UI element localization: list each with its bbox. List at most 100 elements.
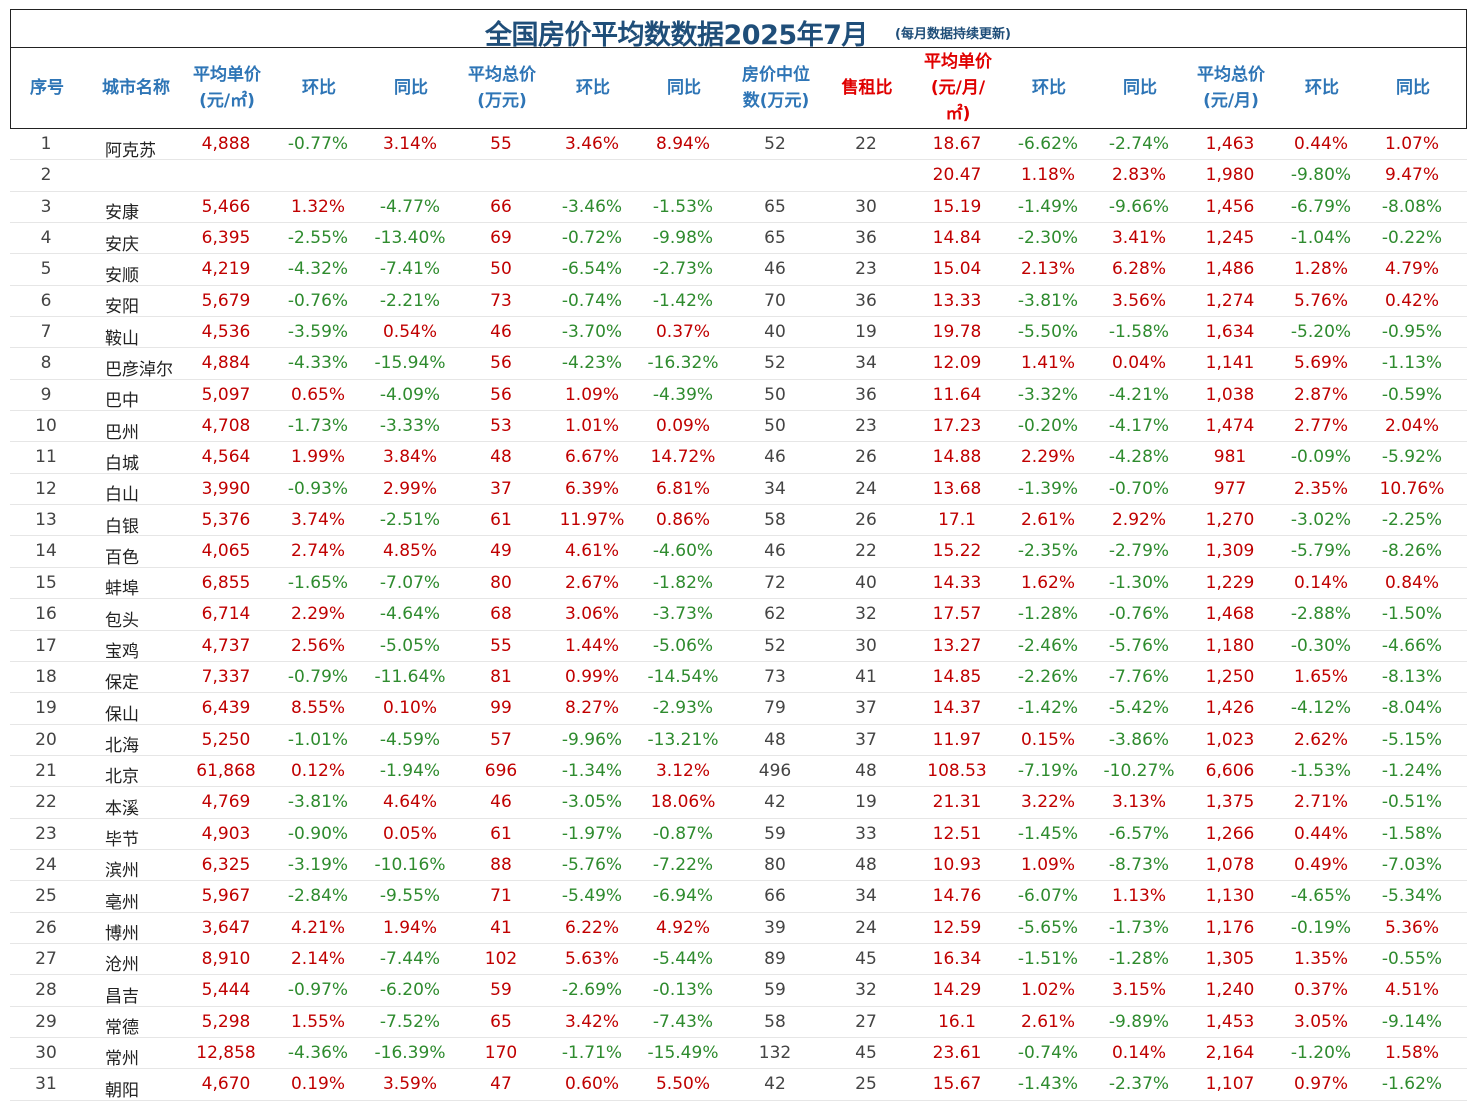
cell-rent-total-yoy: -0.51%	[1381, 792, 1443, 813]
cell-avg-total-price: 69	[490, 228, 512, 249]
cell-rent-total: 1,453	[1205, 1011, 1255, 1032]
cell-total-price-yoy: -2.93%	[652, 698, 714, 719]
cell-median-price: 52	[764, 353, 786, 374]
cell-row-index: 8	[40, 353, 52, 374]
cell-rent-total: 1,426	[1205, 698, 1255, 719]
cell-rent-total-yoy: 0.42%	[1384, 290, 1439, 311]
cell-rent-total-mom: 0.97%	[1293, 1074, 1348, 1095]
cell-unit-price-yoy: 3.84%	[382, 447, 437, 468]
cell-total-price-mom: -3.05%	[561, 792, 623, 813]
cell-row-index: 2	[40, 165, 52, 186]
cell-rent-total-yoy: -4.66%	[1381, 635, 1443, 656]
cell-rent-total: 1,130	[1205, 886, 1255, 907]
cell-rent-unit-mom: -3.32%	[1017, 384, 1079, 405]
cell-avg-unit-price: 6,395	[201, 228, 251, 249]
cell-total-price-mom: -5.49%	[561, 886, 623, 907]
table-row: 17 宝鸡 4,737 2.56% -5.05% 55 1.44% -5.06% 52 30 13.…	[10, 631, 1467, 662]
cell-row-index: 18	[35, 666, 57, 687]
cell-price-rent-ratio: 34	[855, 886, 877, 907]
cell-unit-price-yoy: 0.10%	[382, 698, 437, 719]
cell-rent-unit-mom: 3.22%	[1020, 792, 1075, 813]
cell-price-rent-ratio: 27	[855, 1011, 877, 1032]
cell-unit-price-mom: 1.99%	[290, 447, 345, 468]
cell-avg-unit-price: 4,903	[201, 823, 251, 844]
cell-avg-unit-price: 5,679	[201, 290, 251, 311]
table-row: 5 安顺 4,219 -4.32% -7.41% 50 -6.54% -2.73% 46 23 15…	[10, 254, 1467, 286]
cell-rent-total-mom: -9.80%	[1290, 165, 1352, 186]
cell-rent-total: 1,456	[1205, 196, 1255, 217]
cell-total-price-yoy: -0.87%	[652, 823, 714, 844]
cell-row-index: 10	[35, 416, 57, 437]
header-rent-total-yoy: 同比	[1368, 48, 1458, 127]
cell-total-price-mom: -1.34%	[561, 760, 623, 781]
cell-rent-unit-price: 12.51	[932, 823, 982, 844]
cell-avg-total-price: 53	[490, 416, 512, 437]
cell-total-price-yoy: 6.81%	[655, 478, 710, 499]
cell-total-price-mom: 0.99%	[564, 666, 619, 687]
cell-rent-total-yoy: -7.03%	[1381, 854, 1443, 875]
cell-rent-unit-yoy: 2.92%	[1111, 510, 1166, 531]
cell-rent-unit-yoy: -2.74%	[1108, 134, 1170, 154]
cell-avg-total-price: 65	[490, 1011, 512, 1032]
cell-rent-total: 1,245	[1205, 228, 1255, 249]
cell-city-name: 常州	[105, 1049, 139, 1070]
cell-row-index: 26	[35, 917, 57, 938]
cell-rent-unit-price: 14.29	[932, 980, 982, 1001]
cell-unit-price-mom: -0.79%	[287, 666, 349, 687]
cell-rent-unit-mom: -3.81%	[1017, 290, 1079, 311]
cell-avg-total-price: 88	[490, 854, 512, 875]
cell-price-rent-ratio: 24	[855, 917, 877, 938]
cell-rent-total-mom: -5.20%	[1290, 322, 1352, 343]
cell-rent-unit-yoy: 3.41%	[1111, 228, 1166, 249]
cell-unit-price-yoy: -4.64%	[379, 604, 441, 625]
cell-rent-total-yoy: 4.51%	[1384, 980, 1439, 1001]
cell-avg-total-price: 170	[484, 1042, 518, 1063]
cell-rent-unit-yoy: -4.17%	[1108, 416, 1170, 437]
cell-avg-unit-price: 5,466	[201, 196, 251, 217]
cell-unit-price-yoy: -7.44%	[379, 948, 441, 969]
cell-rent-unit-yoy: 2.83%	[1111, 165, 1166, 186]
cell-rent-total-yoy: -1.58%	[1381, 823, 1443, 844]
cell-avg-total-price: 61	[490, 510, 512, 531]
cell-rent-unit-price: 14.33	[932, 572, 982, 593]
cell-rent-unit-price: 11.64	[932, 384, 982, 405]
cell-unit-price-mom: 0.65%	[290, 384, 345, 405]
cell-city-name: 安顺	[105, 265, 139, 286]
cell-unit-price-mom: -0.76%	[287, 290, 349, 311]
page-title: 全国房价平均数数据2025年7月	[485, 20, 868, 51]
cell-city-name: 保山	[105, 704, 139, 725]
cell-row-index: 23	[35, 823, 57, 844]
cell-rent-unit-yoy: 6.28%	[1111, 259, 1166, 280]
cell-rent-total: 1,078	[1205, 854, 1255, 875]
cell-row-index: 31	[35, 1074, 57, 1095]
cell-price-rent-ratio: 25	[855, 1074, 877, 1095]
cell-median-price: 89	[764, 948, 786, 969]
cell-rent-unit-yoy: -7.76%	[1108, 666, 1170, 687]
cell-rent-unit-yoy: -5.42%	[1108, 698, 1170, 719]
cell-price-rent-ratio: 37	[855, 729, 877, 750]
cell-rent-total: 1,274	[1205, 290, 1255, 311]
cell-rent-total-yoy: -0.95%	[1381, 322, 1443, 343]
cell-rent-unit-yoy: -6.57%	[1108, 823, 1170, 844]
cell-rent-unit-mom: -6.07%	[1017, 886, 1079, 907]
header-label: 同比	[667, 77, 701, 98]
cell-unit-price-mom: -4.32%	[287, 259, 349, 280]
cell-rent-total-mom: 1.65%	[1293, 666, 1348, 687]
cell-median-price	[730, 160, 820, 190]
cell-rent-unit-yoy: 0.04%	[1111, 353, 1166, 374]
cell-rent-total: 2,164	[1205, 1042, 1255, 1063]
cell-rent-total: 977	[1213, 478, 1247, 499]
cell-rent-unit-price: 17.57	[932, 604, 982, 625]
table-row: 19 保山 6,439 8.55% 0.10% 99 8.27% -2.93% 79 37 14.3…	[10, 693, 1467, 725]
cell-rent-unit-yoy: 3.15%	[1111, 980, 1166, 1001]
cell-rent-total: 1,229	[1205, 572, 1255, 593]
cell-city-name: 沧州	[105, 955, 139, 976]
cell-median-price: 73	[764, 666, 786, 687]
table-row: 21 北京 61,868 0.12% -1.94% 696 -1.34% 3.12% 496 48…	[10, 756, 1467, 787]
cell-unit-price-mom: 2.29%	[290, 604, 345, 625]
cell-rent-unit-mom: -1.43%	[1017, 1074, 1079, 1095]
cell-total-price-mom: 8.27%	[564, 698, 619, 719]
cell-rent-unit-yoy: -4.28%	[1108, 447, 1170, 468]
cell-rent-total-mom: -1.53%	[1290, 760, 1352, 781]
